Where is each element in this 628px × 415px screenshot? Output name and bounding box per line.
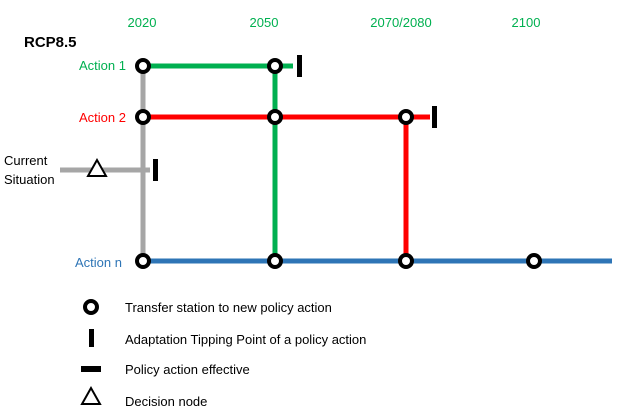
diagram-title: RCP8.5 [24, 34, 77, 51]
action-1-tipping-point-bar [297, 55, 302, 77]
transfer-station [267, 253, 283, 269]
action-label-1: Action 1 [79, 58, 126, 73]
legend-transfer-station-icon [83, 299, 99, 315]
transfer-station [398, 253, 414, 269]
transfer-station [135, 253, 151, 269]
legend-decision-node-icon [80, 385, 102, 405]
action-label-n: Action n [75, 255, 122, 270]
transfer-station [135, 109, 151, 125]
transfer-station [267, 109, 283, 125]
legend-label-transfer-station: Transfer station to new policy action [125, 300, 332, 315]
legend-label-decision-node: Decision node [125, 394, 207, 409]
year-label-2050: 2050 [250, 15, 279, 30]
decision-node-triangle-icon [86, 157, 108, 177]
action-label-2: Action 2 [79, 110, 126, 125]
action-2-tipping-point-bar [432, 106, 437, 128]
year-label-2100: 2100 [512, 15, 541, 30]
current-situation-line2: Situation [4, 172, 55, 187]
legend-label-effective: Policy action effective [125, 362, 250, 377]
transfer-station [398, 109, 414, 125]
legend-effective-dash-icon [81, 366, 101, 372]
legend: Transfer station to new policy action Ad… [80, 299, 366, 409]
year-label-2070-2080: 2070/2080 [370, 15, 431, 30]
current-tipping-point-bar [153, 159, 158, 181]
legend-tipping-point-icon [89, 329, 94, 347]
transfer-station [526, 253, 542, 269]
transfer-station [267, 58, 283, 74]
year-label-2020: 2020 [128, 15, 157, 30]
transfer-station [135, 58, 151, 74]
legend-label-tipping-point: Adaptation Tipping Point of a policy act… [125, 332, 366, 347]
current-situation-line1: Current [4, 153, 48, 168]
